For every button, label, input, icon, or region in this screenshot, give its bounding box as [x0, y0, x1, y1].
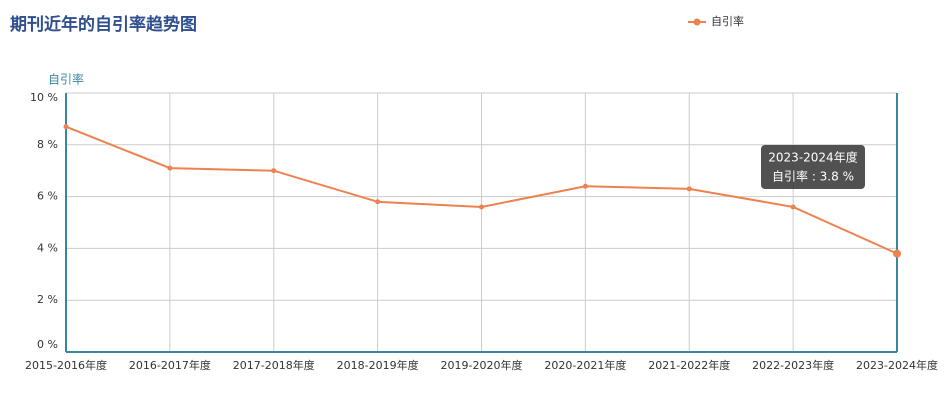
tooltip-title: 2023-2024年度 — [768, 150, 857, 165]
tooltip-text: 自引率 : 3.8 % — [772, 169, 854, 184]
point — [582, 183, 588, 189]
x-tick-label: 2020-2021年度 — [544, 358, 626, 372]
y-axis-label: 自引率 — [48, 72, 84, 87]
chart-title: 期刊近年的自引率趋势图 — [10, 14, 197, 35]
point — [686, 186, 692, 192]
point — [479, 204, 484, 210]
y-tick-label: 2 % — [37, 293, 58, 306]
x-tick-label: 2021-2022年度 — [648, 358, 730, 372]
tooltip-box — [761, 145, 865, 189]
x-tick-label: 2022-2023年度 — [752, 358, 834, 372]
y-tick-label: 8 % — [37, 138, 58, 151]
x-tick-label: 2019-2020年度 — [441, 358, 523, 372]
y-tick-label: 0 % — [37, 338, 58, 351]
point — [893, 249, 901, 258]
x-tick-label: 2015-2016年度 — [25, 358, 107, 372]
x-tick-label: 2018-2019年度 — [337, 358, 419, 372]
point — [790, 204, 796, 210]
point — [271, 168, 277, 174]
legend-marker — [693, 18, 701, 26]
x-tick-label: 2016-2017年度 — [129, 358, 211, 372]
point — [167, 165, 173, 171]
legend-label: 自引率 — [711, 14, 744, 28]
point — [63, 124, 69, 130]
x-tick-label: 2017-2018年度 — [233, 358, 315, 372]
point — [375, 199, 381, 205]
x-tick-label: 2023-2024年度 — [856, 358, 938, 372]
y-tick-label: 6 % — [37, 190, 58, 203]
y-tick-label: 10 % — [30, 91, 58, 104]
y-tick-label: 4 % — [37, 241, 58, 254]
